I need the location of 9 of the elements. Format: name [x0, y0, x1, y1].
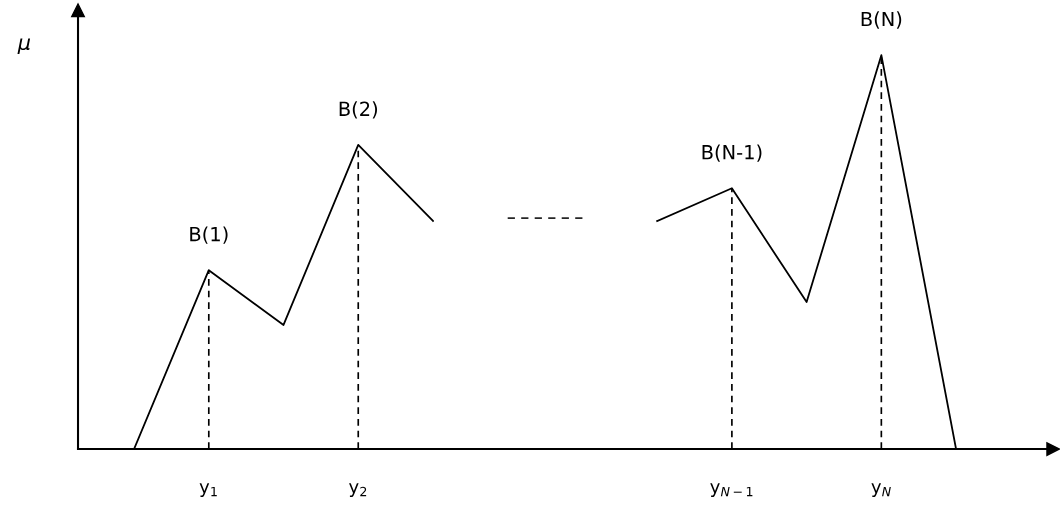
annotation: B(2) — [339, 101, 378, 119]
x-tick-label: y$_{N−1}$ — [710, 483, 753, 497]
x-tick-label: y$_{N}$ — [871, 483, 891, 497]
annotation: B(N-1) — [702, 144, 762, 162]
y-axis-title: μ — [17, 38, 31, 55]
annotation: B(1) — [190, 226, 228, 244]
x-tick-label: y$_{2}$ — [349, 483, 367, 497]
x-tick-label: y$_{1}$ — [199, 483, 217, 497]
annotation: B(N) — [861, 11, 902, 29]
